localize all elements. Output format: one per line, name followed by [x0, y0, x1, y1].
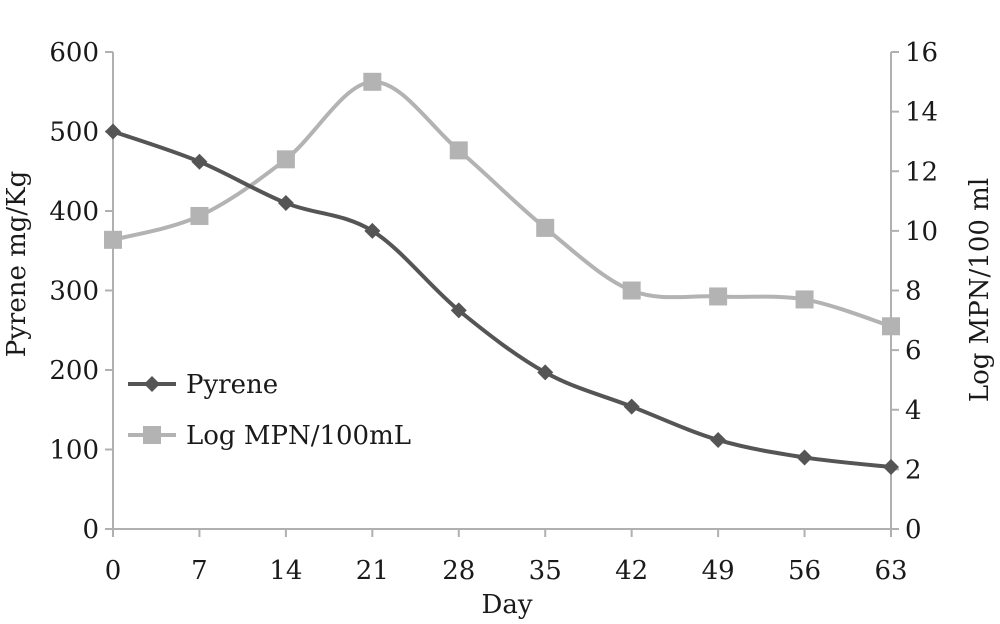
x-tick-label: 49: [702, 556, 735, 586]
x-tick-label: 35: [529, 556, 562, 586]
x-tick-label: 0: [105, 556, 122, 586]
x-axis-title: Day: [481, 590, 532, 620]
diamond-point: [883, 458, 899, 475]
y-left-tick-label: 500: [49, 118, 99, 148]
y-left-tick-label: 300: [49, 277, 99, 307]
legend-diamond-marker: [144, 376, 160, 392]
y-right-tick-label: 14: [905, 98, 938, 128]
square-point: [363, 72, 382, 91]
legend-label: Log MPN/100mL: [186, 421, 411, 451]
square-point: [622, 281, 641, 300]
axes: 0 100 200 300 400 500 600 0 2 4 6 8 10 12 14 16 0 7 14 21 28…: [49, 38, 938, 586]
square-point: [190, 206, 209, 225]
y-left-tick-label: 0: [82, 515, 99, 545]
diamond-point: [105, 123, 121, 140]
square-point: [536, 218, 555, 237]
y-right-tick-label: 6: [905, 336, 922, 366]
y-right-tick-label: 10: [905, 217, 938, 247]
diamond-point: [191, 153, 208, 170]
square-point: [709, 287, 728, 306]
x-tick-label: 28: [442, 556, 475, 586]
y-axis-right-title: Log MPN/100 ml: [965, 178, 995, 402]
y-right-tick-label: 16: [905, 38, 938, 68]
series-line: [112, 79, 892, 329]
square-point: [795, 290, 814, 309]
y-right-tick-label: 8: [905, 277, 922, 307]
diamond-point: [796, 449, 813, 466]
y-left-tick-label: 400: [49, 197, 99, 227]
y-right-tick-label: 4: [905, 396, 922, 426]
legend: Pyrene Log MPN/100mL: [128, 370, 411, 451]
y-left-tick-label: 100: [49, 436, 99, 466]
legend-square-marker: [143, 426, 161, 444]
x-tick-label: 7: [191, 556, 208, 586]
square-point: [104, 230, 122, 249]
x-tick-label: 63: [874, 556, 907, 586]
y-right-tick-label: 2: [905, 455, 922, 485]
legend-item: Pyrene: [128, 370, 278, 400]
square-point: [882, 317, 900, 336]
x-tick-label: 14: [269, 556, 302, 586]
square-point: [276, 150, 295, 169]
y-left-tick-label: 200: [49, 356, 99, 386]
x-tick-label: 56: [788, 556, 821, 586]
legend-label: Pyrene: [186, 370, 278, 400]
x-tick-label: 21: [356, 556, 389, 586]
legend-item: Log MPN/100mL: [128, 421, 411, 451]
diamond-point: [623, 398, 640, 415]
square-point: [449, 141, 468, 160]
y-right-tick-label: 12: [905, 157, 938, 187]
y-axis-left-title: Pyrene mg/Kg: [2, 171, 32, 358]
y-left-tick-label: 600: [49, 38, 99, 68]
diamond-point: [450, 302, 467, 319]
diamond-point: [710, 431, 727, 448]
diamond-point: [364, 222, 381, 239]
diamond-point: [277, 195, 294, 212]
x-tick-label: 42: [615, 556, 648, 586]
y-right-tick-label: 0: [905, 515, 922, 545]
diamond-point: [537, 364, 554, 381]
series-log-mpn-100ml: [104, 72, 900, 336]
series-layer: [104, 72, 900, 475]
series-line: [112, 129, 892, 469]
series-pyrene: [105, 123, 899, 475]
